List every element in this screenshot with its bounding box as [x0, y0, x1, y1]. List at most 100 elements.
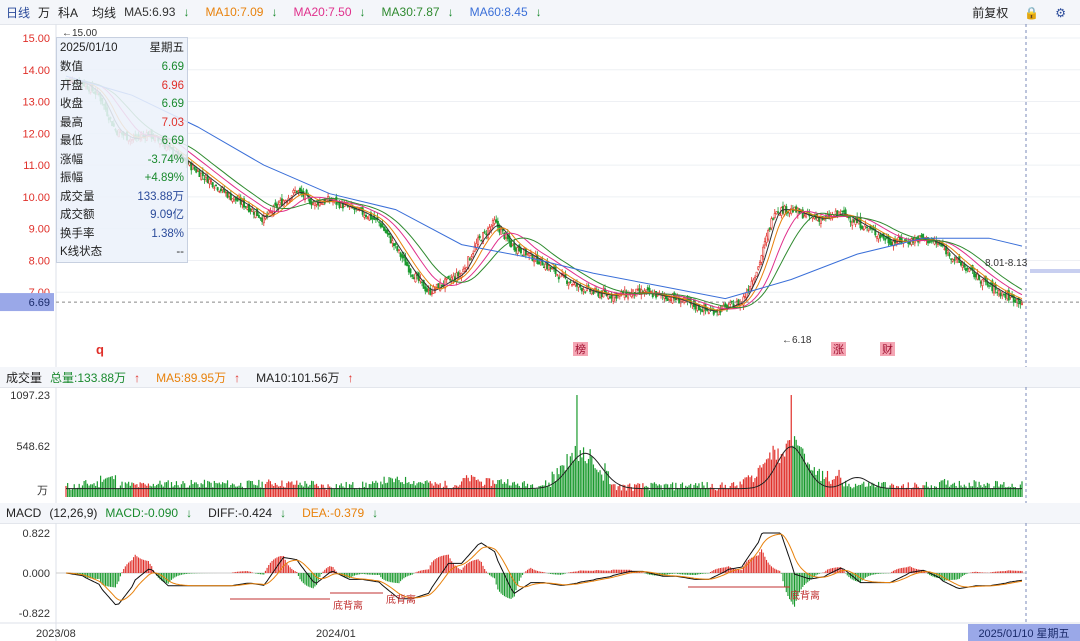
- volume-bar: [779, 463, 781, 497]
- volume-bar: [790, 395, 792, 497]
- candle-body: [397, 249, 400, 251]
- volume-bar: [910, 487, 913, 497]
- info-row: 换手率 1.38%: [57, 225, 187, 244]
- low-annotation: ←6.18: [782, 335, 812, 346]
- adjust-select[interactable]: 前复权: [972, 6, 1009, 20]
- volume-bar: [452, 487, 454, 497]
- candle-body: [295, 190, 298, 193]
- candle-body: [744, 296, 747, 298]
- candle-body: [635, 288, 638, 297]
- ma-type-label[interactable]: 均线: [92, 5, 117, 20]
- volume-bar: [391, 478, 393, 497]
- volume-bar: [927, 486, 929, 497]
- candle-body: [206, 175, 209, 184]
- volume-bar: [584, 461, 586, 497]
- volume-bar: [101, 481, 103, 497]
- info-value: 133.88万: [137, 190, 184, 203]
- volume-bar: [314, 484, 316, 497]
- volume-bar: [713, 487, 715, 497]
- price-tick-label: 12.00: [22, 128, 50, 140]
- volume-bar: [259, 487, 262, 497]
- volume-bar: [897, 486, 899, 497]
- volume-bar: [671, 482, 674, 497]
- volume-bar: [993, 486, 995, 497]
- volume-bar: [932, 489, 934, 497]
- volume-bar: [937, 489, 939, 497]
- volume-bar: [393, 482, 395, 497]
- volume-bar: [307, 486, 309, 497]
- candle-body: [666, 298, 669, 301]
- candle-body: [490, 225, 493, 231]
- volume-toolbar: 成交量 总量:133.88万 ↑ MA5:89.95万 ↑ MA10:101.56万…: [0, 367, 1080, 388]
- volume-bar: [240, 482, 242, 497]
- volume-chart[interactable]: 1097.23 548.62 万: [0, 387, 1080, 503]
- volume-bar: [81, 485, 84, 497]
- candle-body: [214, 184, 217, 186]
- candle-body: [953, 259, 956, 261]
- candle-body: [233, 196, 236, 201]
- volume-bar: [856, 485, 858, 497]
- candle-body: [770, 218, 773, 229]
- volume-bar: [634, 484, 636, 497]
- volume-bar: [146, 485, 148, 497]
- divergence-label: 底背离: [386, 593, 416, 606]
- volume-bar: [208, 481, 210, 497]
- candle-body: [836, 210, 839, 215]
- quote-info-box: 2025/01/10 星期五 数值 6.69 开盘 6.96 收盘 6.69 最高 7.03 最低…: [56, 37, 188, 263]
- lock-icon[interactable]: 🔒: [1024, 5, 1040, 20]
- volume-bar: [236, 486, 239, 497]
- volume-bar: [833, 479, 835, 497]
- candle-body: [500, 228, 503, 235]
- event-tag-bg: [573, 342, 588, 356]
- candle-body: [920, 234, 923, 238]
- volume-bar: [390, 477, 392, 497]
- volume-bar: [760, 467, 763, 497]
- candle-body: [997, 290, 1000, 295]
- volume-bar: [548, 482, 550, 497]
- volume-bar: [1009, 487, 1012, 497]
- volume-bar: [139, 482, 141, 497]
- volume-bar: [78, 483, 80, 497]
- volume-bar: [432, 485, 435, 497]
- volume-bar: [264, 484, 267, 497]
- info-value: 6.69: [161, 98, 184, 110]
- volume-bar: [955, 486, 957, 497]
- volume-bar: [75, 488, 77, 497]
- candle-body: [203, 178, 206, 181]
- volume-bar: [889, 485, 891, 497]
- volume-bar: [73, 484, 75, 497]
- candle-body: [256, 208, 259, 216]
- volume-bar: [782, 452, 784, 497]
- volume-bar: [456, 485, 458, 497]
- candle-body: [707, 312, 710, 314]
- candle-body: [1012, 294, 1015, 303]
- volume-bar: [744, 477, 746, 497]
- ma20-label: MA20:7.50 ↓: [293, 5, 366, 19]
- settings-icon[interactable]: ⚙: [1055, 5, 1066, 20]
- candle-body: [607, 294, 610, 299]
- volume-bar: [530, 484, 532, 497]
- volume-bar: [719, 484, 721, 497]
- candle-body: [384, 229, 387, 233]
- volume-bar: [919, 488, 921, 497]
- volume-bar: [88, 485, 90, 497]
- volume-bar: [1016, 488, 1018, 497]
- volume-title[interactable]: 成交量: [6, 370, 43, 385]
- volume-bar: [495, 484, 497, 497]
- volume-bar: [800, 447, 802, 497]
- macd-title[interactable]: MACD: [6, 506, 42, 520]
- volume-bar: [322, 484, 324, 497]
- volume-bar: [849, 486, 852, 497]
- volume-bar: [409, 484, 412, 497]
- candle-body: [401, 254, 404, 259]
- volume-bar: [690, 483, 692, 497]
- volume-bar: [121, 481, 123, 497]
- period-label[interactable]: 日线: [6, 5, 31, 20]
- candle-body: [757, 266, 760, 270]
- volume-bar: [350, 484, 352, 497]
- volume-bar: [170, 482, 173, 497]
- candle-body: [580, 287, 583, 292]
- candle-body: [386, 229, 389, 235]
- stock-tag: 科A: [58, 5, 79, 20]
